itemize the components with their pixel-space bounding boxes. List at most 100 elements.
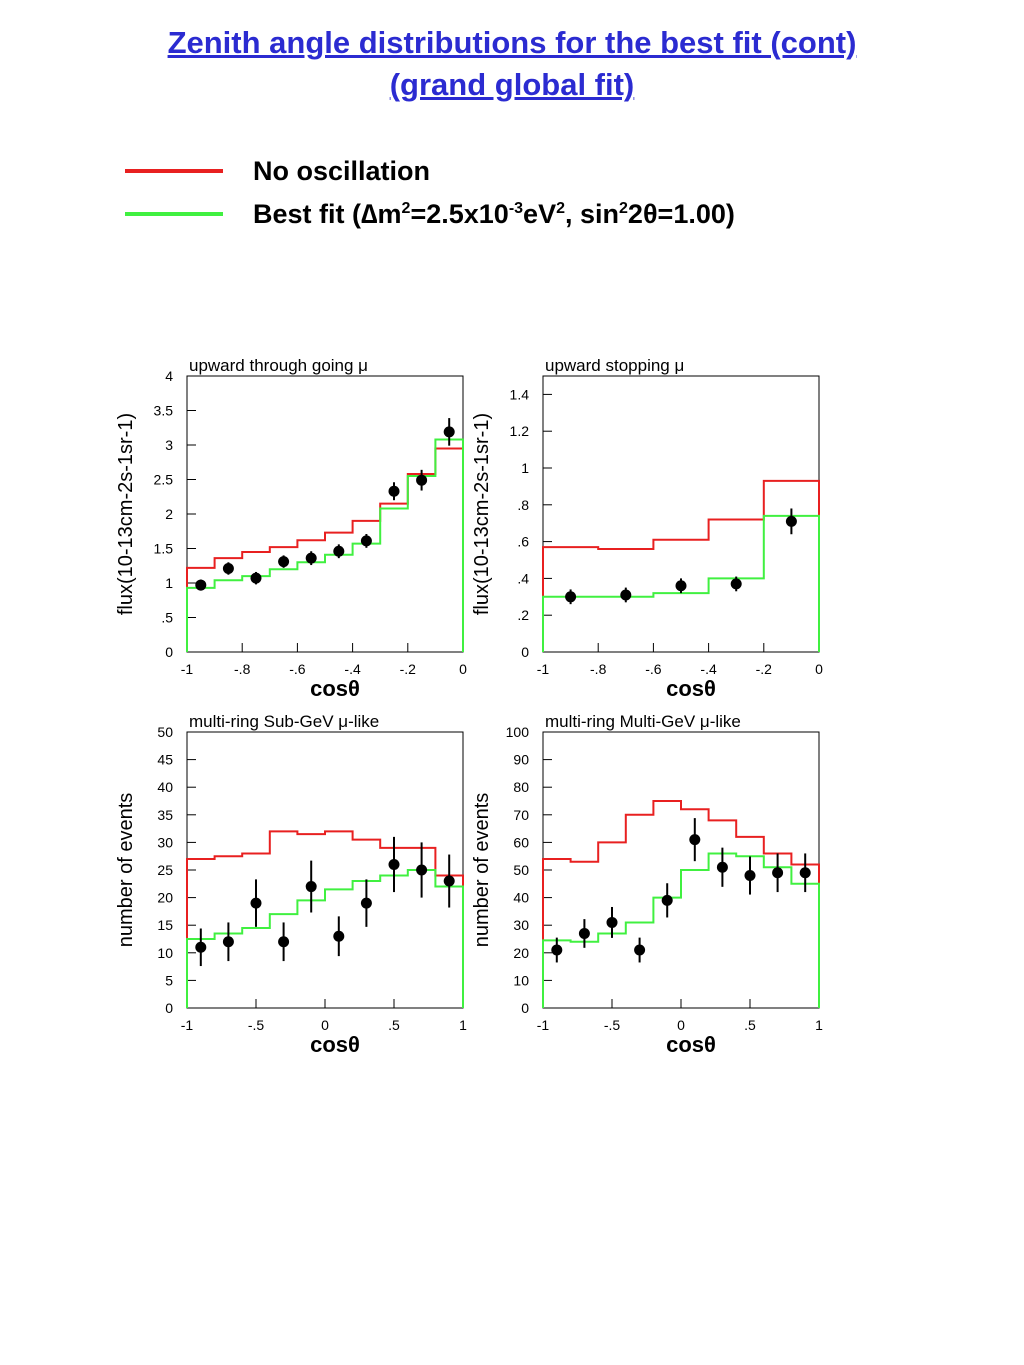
y-tick-label: 1 bbox=[165, 575, 173, 591]
x-tick-label: .5 bbox=[388, 1017, 400, 1033]
x-tick-label: -.5 bbox=[604, 1017, 621, 1033]
y-tick-label: 20 bbox=[513, 945, 529, 961]
histogram-no-oscillation bbox=[542, 800, 820, 1008]
data-point bbox=[333, 930, 345, 942]
x-tick-label: 0 bbox=[459, 661, 467, 677]
superscript-1: 2 bbox=[401, 200, 411, 217]
data-point bbox=[744, 870, 756, 882]
y-tick-label: .8 bbox=[517, 497, 529, 513]
y-tick-label: 1.2 bbox=[510, 423, 530, 439]
y-tick-label: .6 bbox=[517, 534, 529, 550]
y-tick-label: 1.5 bbox=[154, 541, 174, 557]
y-axis-label: flux(10-13cm-2s-1sr-1) bbox=[471, 413, 493, 615]
best-fit-dm2-value: =2.5x10 bbox=[410, 199, 509, 229]
data-point bbox=[333, 545, 345, 557]
x-axis-label: cosθ bbox=[666, 676, 716, 701]
y-tick-label: 10 bbox=[513, 972, 529, 988]
histogram-best-fit bbox=[542, 514, 820, 652]
data-point bbox=[250, 572, 262, 584]
two-text: 2 bbox=[627, 199, 643, 229]
data-point bbox=[620, 589, 632, 601]
data-point bbox=[730, 578, 742, 590]
legend-swatch-red-line bbox=[125, 169, 223, 173]
y-tick-label: 40 bbox=[157, 779, 173, 795]
x-axis-label: cosθ bbox=[310, 676, 360, 701]
histogram-no-oscillation bbox=[186, 830, 464, 1008]
x-tick-label: 0 bbox=[321, 1017, 329, 1033]
y-tick-label: 30 bbox=[513, 917, 529, 933]
y-tick-label: 20 bbox=[157, 890, 173, 906]
y-tick-label: 45 bbox=[157, 752, 173, 768]
y-tick-label: .4 bbox=[517, 570, 529, 586]
y-tick-label: 50 bbox=[157, 724, 173, 740]
y-axis-label: number of events bbox=[471, 793, 493, 948]
legend-label-best-fit: Best fit (∆m2=2.5x10-3eV2, sin22θ=1.00) bbox=[253, 194, 735, 234]
chart-panel-2: upward stopping μ -1 -.8 -.6 -.4 -.2 0 0 .2 .4 .6.… bbox=[471, 356, 823, 701]
data-point bbox=[634, 944, 646, 956]
x-tick-label: -1 bbox=[181, 661, 194, 677]
y-axis-label: number of events bbox=[115, 793, 137, 948]
x-tick-label: -.5 bbox=[248, 1017, 265, 1033]
y-tick-label: 10 bbox=[157, 945, 173, 961]
data-point bbox=[799, 867, 811, 879]
y-tick-label: 0 bbox=[521, 1000, 529, 1016]
data-point bbox=[661, 894, 673, 906]
data-point bbox=[785, 515, 797, 527]
y-tick-label: 2.5 bbox=[154, 472, 174, 488]
y-tick-label: 0 bbox=[521, 644, 529, 660]
x-tick-label: -.8 bbox=[234, 661, 251, 677]
m-symbol: m bbox=[377, 199, 402, 229]
ev-unit: eV bbox=[523, 199, 557, 229]
legend-label-no-oscillation: No oscillation bbox=[253, 156, 431, 186]
data-point bbox=[606, 916, 618, 928]
legend-swatch-green-line bbox=[125, 212, 223, 216]
y-tick-label: 90 bbox=[513, 752, 529, 768]
y-tick-label: 5 bbox=[165, 972, 173, 988]
data-point bbox=[278, 936, 290, 948]
x-tick-label: -.2 bbox=[756, 661, 773, 677]
data-point bbox=[565, 591, 577, 603]
data-point bbox=[195, 941, 207, 953]
data-point bbox=[443, 426, 455, 438]
page-title-line-2: (grand global fit) bbox=[389, 67, 635, 102]
y-tick-label: 100 bbox=[506, 724, 530, 740]
y-tick-label: 0 bbox=[165, 644, 173, 660]
y-tick-label: 60 bbox=[513, 834, 529, 850]
y-axis-label: flux(10-13cm-2s-1sr-1) bbox=[115, 413, 137, 615]
best-fit-sin-value: =1.00) bbox=[657, 199, 735, 229]
page-title-line-1: Zenith angle distributions for the best … bbox=[167, 25, 857, 60]
data-point bbox=[388, 485, 400, 497]
y-tick-label: 40 bbox=[513, 890, 529, 906]
histogram-no-oscillation bbox=[542, 479, 820, 652]
data-point bbox=[222, 936, 234, 948]
y-tick-label: 2 bbox=[165, 506, 173, 522]
data-point bbox=[360, 897, 372, 909]
x-tick-label: -.6 bbox=[289, 661, 306, 677]
x-tick-label: .5 bbox=[744, 1017, 756, 1033]
data-point bbox=[305, 552, 317, 564]
x-axis-label: cosθ bbox=[666, 1032, 716, 1057]
chart-panel-1: upward through going μ -1 -.8 -.6 -.4 -.2 0 0 .5… bbox=[115, 356, 467, 701]
y-tick-label: 70 bbox=[513, 807, 529, 823]
y-tick-label: 1.4 bbox=[510, 386, 530, 402]
y-tick-label: 3.5 bbox=[154, 403, 174, 419]
y-tick-label: .2 bbox=[517, 607, 529, 623]
y-tick-label: 4 bbox=[165, 368, 173, 384]
data-point bbox=[305, 881, 317, 893]
data-point bbox=[195, 579, 207, 591]
superscript-3: 2 bbox=[556, 200, 565, 217]
x-tick-label: -.8 bbox=[590, 661, 607, 677]
data-point bbox=[360, 535, 372, 547]
plot-frame bbox=[542, 375, 820, 653]
sin-text: , sin bbox=[564, 199, 619, 229]
x-tick-label: 0 bbox=[815, 661, 823, 677]
x-tick-label: -.6 bbox=[645, 661, 662, 677]
y-tick-label: 0 bbox=[165, 1000, 173, 1016]
x-tick-label: 0 bbox=[677, 1017, 685, 1033]
y-tick-label: 30 bbox=[157, 834, 173, 850]
y-tick-label: 35 bbox=[157, 807, 173, 823]
y-tick-label: 25 bbox=[157, 862, 173, 878]
x-axis-label: cosθ bbox=[310, 1032, 360, 1057]
data-point bbox=[675, 580, 687, 592]
